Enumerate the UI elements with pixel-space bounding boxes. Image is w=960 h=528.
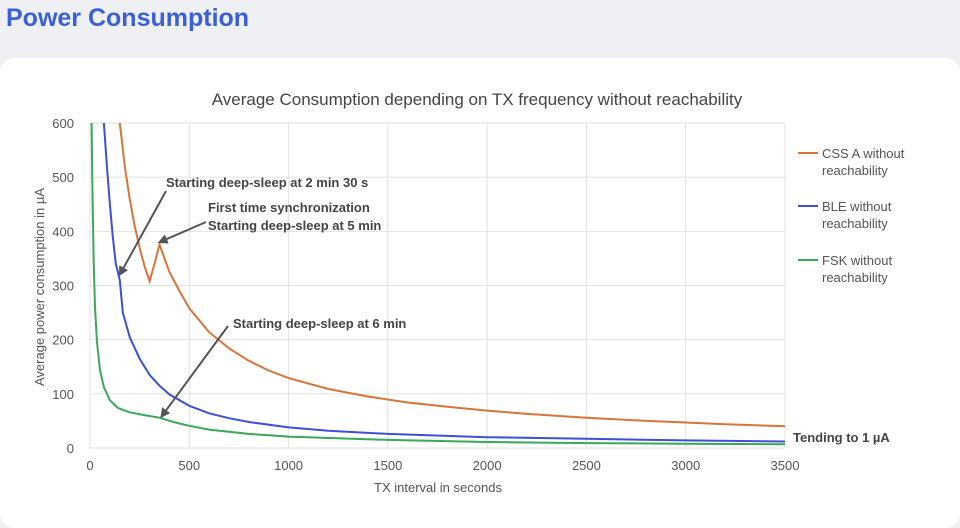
x-tick-label: 2500 <box>572 458 601 473</box>
chart-card <box>0 58 960 528</box>
annotation-text: Starting deep-sleep at 5 min <box>208 218 381 233</box>
series-line-3 <box>90 122 786 446</box>
annotation-text: Tending to 1 µA <box>793 430 890 445</box>
y-tick-label: 200 <box>52 333 74 348</box>
annotation-arrow <box>118 190 167 277</box>
legend-label: reachability <box>822 163 888 178</box>
legend-label: reachability <box>822 270 888 285</box>
x-tick-label: 500 <box>178 458 200 473</box>
annotation-text: Starting deep-sleep at 6 min <box>233 316 406 331</box>
legend-label: BLE without <box>822 199 892 214</box>
series-group <box>90 122 786 446</box>
annotation-text: Starting deep-sleep at 2 min 30 s <box>166 175 368 190</box>
chart-title: Average Consumption depending on TX freq… <box>212 90 743 109</box>
tick-labels: 0 100 200 300 400 500 600 0 500 1000 1500 2000 2500 3… <box>52 116 799 473</box>
x-axis-label: TX interval in seconds <box>374 480 502 495</box>
y-tick-label: 500 <box>52 170 74 185</box>
legend-label: CSS A without <box>822 146 905 161</box>
legend: CSS A without reachability BLE without reac… <box>798 146 905 285</box>
annotation-text: First time synchronization <box>208 200 370 215</box>
x-tick-label: 3500 <box>771 458 800 473</box>
x-tick-label: 0 <box>86 458 93 473</box>
y-tick-label: 100 <box>52 387 74 402</box>
x-tick-label: 3000 <box>671 458 700 473</box>
legend-label: FSK without <box>822 253 892 268</box>
annotation-arrow <box>157 221 207 244</box>
x-tick-label: 1500 <box>373 458 402 473</box>
legend-label: reachability <box>822 216 888 231</box>
y-tick-label: 600 <box>52 116 74 131</box>
x-tick-label: 1000 <box>274 458 303 473</box>
annotations: Starting deep-sleep at 2 min 30 s First t… <box>118 175 890 445</box>
series-line-1 <box>118 122 786 428</box>
y-tick-label: 0 <box>67 441 74 456</box>
page-title: Power Consumption <box>6 4 250 32</box>
x-tick-label: 2000 <box>473 458 502 473</box>
grid <box>89 122 786 449</box>
y-tick-label: 400 <box>52 224 74 239</box>
series-line-2 <box>102 122 786 443</box>
y-tick-label: 300 <box>52 279 74 294</box>
y-axis-label: Average power consumption in µA <box>32 188 47 386</box>
annotation-arrow <box>160 325 229 419</box>
